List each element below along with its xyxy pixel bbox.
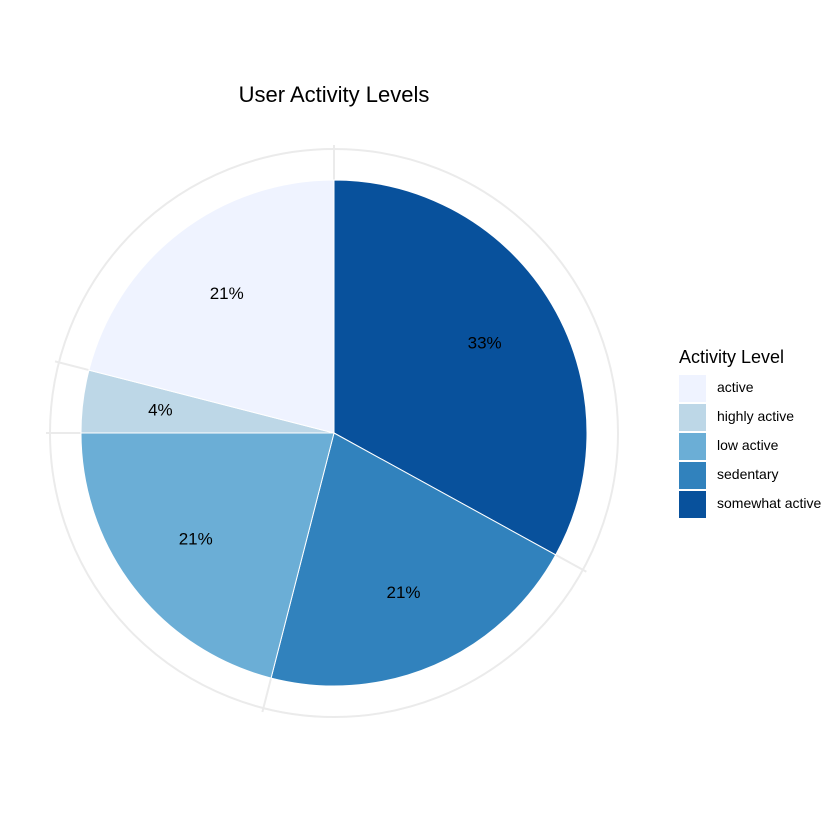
- legend-swatch-highly-active: [679, 404, 706, 431]
- legend-label-somewhat-active: somewhat active: [717, 495, 821, 511]
- grid-spoke: [555, 554, 587, 573]
- grid-spoke: [54, 360, 90, 372]
- pie-slice-low-active: [80, 432, 335, 679]
- polar-grid: [46, 145, 619, 718]
- legend-label-highly-active: highly active: [717, 408, 794, 424]
- legend-label-active: active: [717, 379, 754, 395]
- slice-labels: 33% 21% 21% 4% 21%: [148, 284, 502, 602]
- slice-label-low-active: 21%: [179, 530, 213, 549]
- slice-label-somewhat-active: 33%: [468, 333, 502, 352]
- pie-slice-sedentary: [270, 432, 557, 687]
- legend-swatch-somewhat-active: [679, 491, 706, 518]
- legend-swatch-sedentary: [679, 462, 706, 489]
- pie-slice-active: [88, 179, 335, 434]
- legend-swatch-low-active: [679, 433, 706, 460]
- legend-swatch-active: [679, 375, 706, 402]
- legend: Activity Level active highly active low ac…: [679, 347, 821, 518]
- chart-title: User Activity Levels: [239, 82, 430, 107]
- pie-slice-somewhat-active: [333, 179, 588, 556]
- slice-label-highly-active: 4%: [148, 401, 173, 420]
- grid-spoke: [261, 677, 273, 713]
- legend-label-low-active: low active: [717, 437, 779, 453]
- legend-label-sedentary: sedentary: [717, 466, 778, 482]
- pie-slices: [80, 179, 588, 687]
- slice-label-sedentary: 21%: [386, 583, 420, 602]
- slice-label-active: 21%: [210, 284, 244, 303]
- legend-title: Activity Level: [679, 347, 784, 367]
